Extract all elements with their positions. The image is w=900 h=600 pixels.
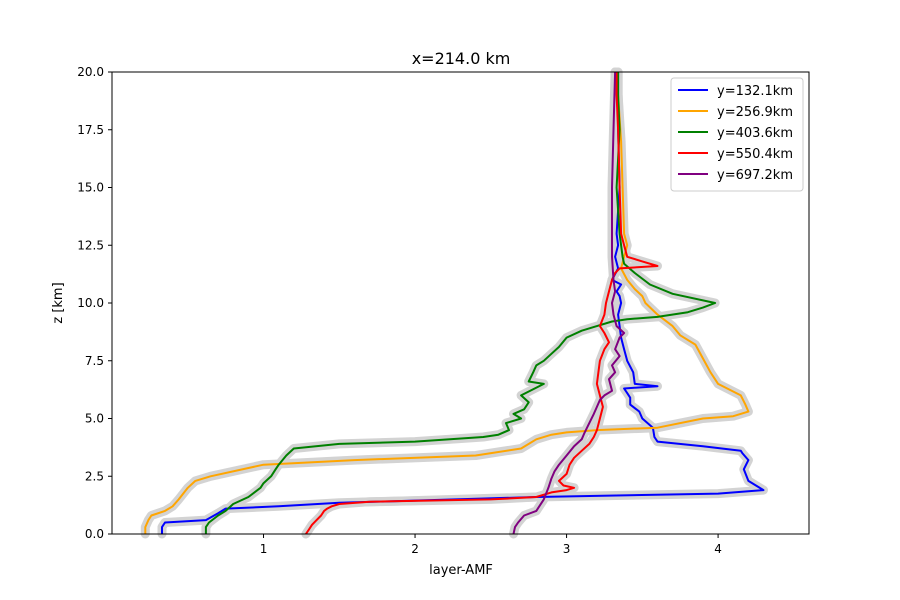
x-axis-label: layer-AMF bbox=[429, 563, 493, 578]
series-lines bbox=[144, 71, 765, 535]
chart-title: x=214.0 km bbox=[412, 49, 511, 68]
y-tick-label: 20.0 bbox=[77, 65, 104, 79]
series-line-y-403-6km bbox=[204, 72, 717, 534]
y-axis-label: z [km] bbox=[51, 282, 66, 323]
x-tick-label: 4 bbox=[714, 542, 722, 556]
y-tick-label: 0.0 bbox=[85, 527, 104, 541]
y-tick-label: 17.5 bbox=[77, 123, 104, 137]
y-tick-label: 7.5 bbox=[85, 354, 104, 368]
y-tick-label: 10.0 bbox=[77, 296, 104, 310]
legend: y=132.1km y=256.9km y=403.6km y=550.4km y=69… bbox=[670, 77, 804, 192]
x-tick-label: 2 bbox=[411, 542, 419, 556]
series-line-y-550-4km bbox=[305, 72, 659, 535]
legend-frame bbox=[670, 77, 804, 192]
legend-label: y=132.1km bbox=[717, 84, 793, 99]
legend-label: y=550.4km bbox=[717, 147, 793, 162]
legend-label: y=403.6km bbox=[717, 126, 793, 141]
x-axis: 1 2 3 4 bbox=[260, 534, 722, 556]
y-tick-label: 5.0 bbox=[85, 412, 104, 426]
x-tick-label: 1 bbox=[260, 542, 268, 556]
y-tick-label: 2.5 bbox=[85, 469, 104, 483]
y-tick-label: 12.5 bbox=[77, 238, 104, 252]
y-tick-label: 15.0 bbox=[77, 181, 104, 195]
legend-label: y=256.9km bbox=[717, 105, 793, 120]
legend-label: y=697.2km bbox=[717, 168, 793, 183]
y-axis: 0.0 2.5 5.0 7.5 10.0 12.5 15.0 17.5 20.0 bbox=[77, 65, 112, 541]
series-line-y-697-2km bbox=[512, 71, 626, 535]
x-tick-label: 3 bbox=[563, 542, 571, 556]
